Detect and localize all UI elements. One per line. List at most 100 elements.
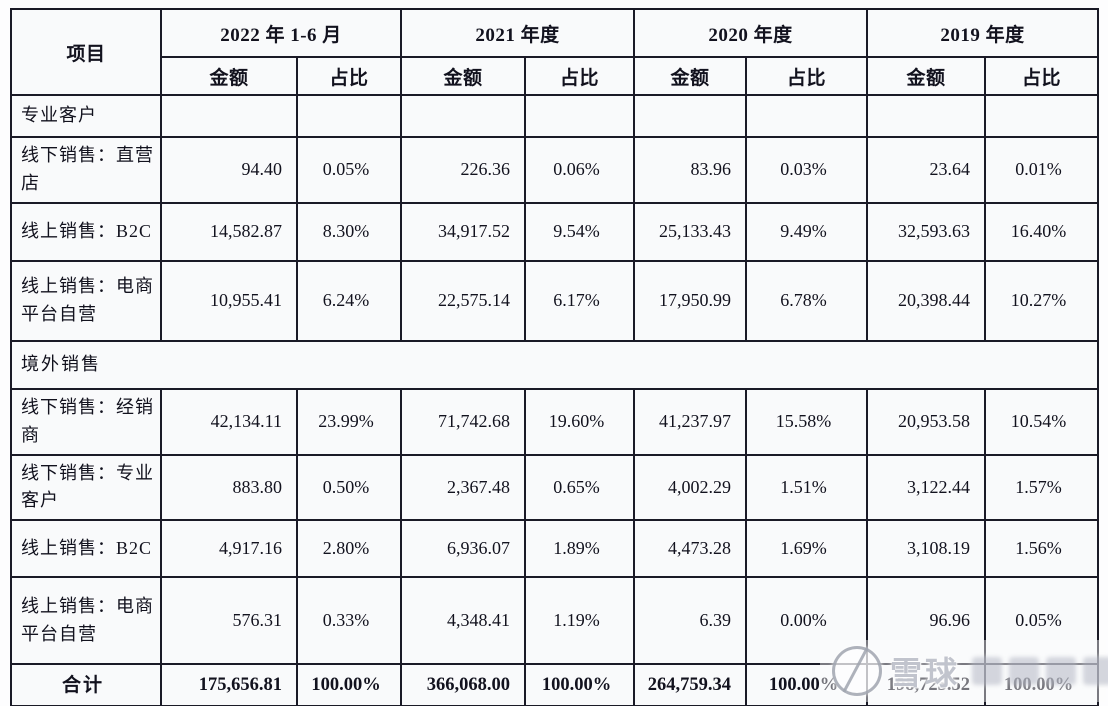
section-label: 境外销售 bbox=[9, 339, 1100, 390]
sales-breakdown-table-wrap: 项目 2022 年 1-6 月 2021 年度 2020 年度 2019 年度 … bbox=[9, 8, 1100, 706]
percent-cell: 1.69% bbox=[745, 519, 869, 579]
percent-cell bbox=[745, 94, 869, 138]
amount-cell bbox=[866, 94, 987, 138]
percent-cell: 0.00% bbox=[745, 576, 869, 666]
amount-cell: 883.80 bbox=[160, 453, 298, 522]
col-header-2021: 2021 年度 bbox=[400, 8, 636, 58]
col-header-amount-2019: 金额 bbox=[866, 56, 987, 96]
percent-cell: 0.05% bbox=[295, 136, 403, 204]
amount-cell bbox=[400, 94, 527, 138]
amount-cell: 4,002.29 bbox=[633, 453, 748, 522]
amount-cell: 25,133.43 bbox=[633, 201, 748, 262]
amount-cell: 71,742.68 bbox=[400, 387, 527, 456]
percent-cell: 6.17% bbox=[524, 259, 636, 342]
amount-cell: 20,953.58 bbox=[866, 387, 987, 456]
header-row-periods: 项目 2022 年 1-6 月 2021 年度 2020 年度 2019 年度 bbox=[10, 8, 1100, 96]
amount-cell: 41,237.97 bbox=[633, 387, 748, 456]
percent-cell: 2.80% bbox=[295, 519, 403, 579]
amount-cell: 3,108.19 bbox=[866, 519, 987, 579]
percent-cell: 0.65% bbox=[524, 453, 636, 522]
percent-cell bbox=[984, 94, 1100, 138]
table-row: 线上销售：电商平台自营 576.31 0.33% 4,348.41 1.19% 6.39 0… bbox=[10, 576, 1100, 666]
total-row: 合计 175,656.81 100.00% 366,068.00 100.00% 264,… bbox=[10, 663, 1100, 706]
percent-cell: 1.19% bbox=[524, 576, 636, 666]
row-label: 线上销售：B2C bbox=[10, 201, 162, 262]
total-label: 合计 bbox=[10, 663, 162, 706]
percent-cell: 19.60% bbox=[524, 387, 636, 456]
col-header-item: 项目 bbox=[10, 8, 162, 96]
amount-cell: 94.40 bbox=[160, 136, 298, 204]
amount-cell: 2,367.48 bbox=[400, 453, 527, 522]
percent-cell: 9.49% bbox=[745, 201, 869, 262]
percent-cell: 10.27% bbox=[984, 259, 1100, 342]
row-label: 线上销售：电商平台自营 bbox=[10, 259, 162, 342]
row-label: 线上销售：B2C bbox=[10, 519, 162, 579]
amount-cell: 20,398.44 bbox=[866, 259, 987, 342]
percent-cell: 1.56% bbox=[984, 519, 1100, 579]
percent-cell: 6.24% bbox=[295, 259, 403, 342]
amount-cell: 175,656.81 bbox=[160, 663, 298, 706]
col-header-2022: 2022 年 1-6 月 bbox=[159, 8, 403, 58]
col-header-pct-2022: 占比 bbox=[295, 56, 403, 96]
amount-cell: 32,593.63 bbox=[866, 201, 987, 262]
percent-cell: 15.58% bbox=[745, 387, 869, 456]
col-header-amount-2021: 金额 bbox=[400, 56, 527, 96]
col-header-2019: 2019 年度 bbox=[866, 8, 1100, 58]
percent-cell: 0.05% bbox=[984, 576, 1100, 666]
percent-cell bbox=[524, 94, 636, 138]
amount-cell: 6,936.07 bbox=[400, 519, 527, 579]
table-row: 线上销售：电商平台自营 10,955.41 6.24% 22,575.14 6.17% 1… bbox=[10, 259, 1100, 342]
amount-cell: 226.36 bbox=[400, 136, 527, 204]
percent-cell: 0.50% bbox=[295, 453, 403, 522]
section-row: 境外销售 bbox=[9, 339, 1100, 390]
col-header-pct-2020: 占比 bbox=[745, 56, 869, 96]
header-row-measures: 金额 占比 金额 占比 金额 占比 金额 占比 bbox=[11, 56, 1100, 96]
table-row: 线下销售：专业客户 883.80 0.50% 2,367.48 0.65% 4,002.2… bbox=[10, 453, 1100, 522]
percent-cell: 100.00% bbox=[745, 663, 869, 706]
table-row: 线上销售：B2C 4,917.16 2.80% 6,936.07 1.89% 4,473.… bbox=[10, 519, 1100, 579]
amount-cell: 14,582.87 bbox=[160, 201, 298, 262]
col-header-amount-2022: 金额 bbox=[160, 56, 298, 96]
sales-breakdown-table: 项目 2022 年 1-6 月 2021 年度 2020 年度 2019 年度 … bbox=[9, 8, 1100, 706]
percent-cell: 1.57% bbox=[984, 453, 1100, 522]
amount-cell: 34,917.52 bbox=[400, 201, 527, 262]
col-header-amount-2020: 金额 bbox=[633, 56, 748, 96]
percent-cell: 10.54% bbox=[984, 387, 1100, 456]
row-label: 专业客户 bbox=[10, 94, 162, 138]
row-label: 线下销售：经销商 bbox=[10, 387, 162, 456]
row-label: 线下销售：专业客户 bbox=[10, 453, 162, 522]
table-body: 专业客户 线下销售：直营店 94.40 0.05% 226.36 0.06% 83.96 0.… bbox=[9, 94, 1100, 706]
percent-cell: 8.30% bbox=[295, 201, 403, 262]
table-row: 线下销售：经销商 42,134.11 23.99% 71,742.68 19.60% 41… bbox=[10, 387, 1100, 456]
amount-cell: 3,122.44 bbox=[866, 453, 987, 522]
col-header-pct-2021: 占比 bbox=[524, 56, 636, 96]
amount-cell: 264,759.34 bbox=[633, 663, 748, 706]
amount-cell: 4,473.28 bbox=[633, 519, 748, 579]
percent-cell: 0.33% bbox=[295, 576, 403, 666]
percent-cell: 6.78% bbox=[745, 259, 869, 342]
amount-cell: 22,575.14 bbox=[400, 259, 527, 342]
row-label: 线上销售：电商平台自营 bbox=[10, 576, 162, 666]
percent-cell: 1.89% bbox=[524, 519, 636, 579]
amount-cell: 4,917.16 bbox=[160, 519, 298, 579]
percent-cell: 100.00% bbox=[524, 663, 636, 706]
table-row: 线下销售：直营店 94.40 0.05% 226.36 0.06% 83.96 0.03% 2… bbox=[10, 136, 1100, 204]
amount-cell: 576.31 bbox=[160, 576, 298, 666]
amount-cell: 42,134.11 bbox=[160, 387, 298, 456]
col-header-2020: 2020 年度 bbox=[633, 8, 869, 58]
amount-cell: 23.64 bbox=[866, 136, 987, 204]
amount-cell bbox=[633, 94, 748, 138]
percent-cell: 23.99% bbox=[295, 387, 403, 456]
row-label: 线下销售：直营店 bbox=[10, 136, 162, 204]
amount-cell: 10,955.41 bbox=[160, 259, 298, 342]
percent-cell: 0.01% bbox=[984, 136, 1100, 204]
percent-cell: 0.06% bbox=[524, 136, 636, 204]
percent-cell: 9.54% bbox=[524, 201, 636, 262]
percent-cell: 0.03% bbox=[745, 136, 869, 204]
percent-cell: 100.00% bbox=[295, 663, 403, 706]
amount-cell: 366,068.00 bbox=[400, 663, 527, 706]
table-header: 项目 2022 年 1-6 月 2021 年度 2020 年度 2019 年度 … bbox=[10, 8, 1100, 96]
percent-cell: 100.00% bbox=[984, 663, 1100, 706]
section-row: 专业客户 bbox=[10, 94, 1100, 138]
